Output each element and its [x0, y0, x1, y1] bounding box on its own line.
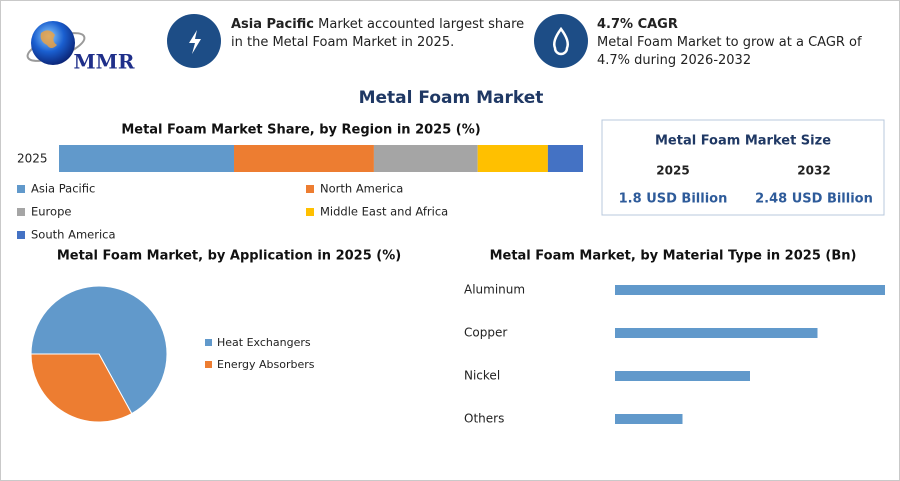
main-title: Metal Foam Market: [359, 88, 544, 108]
bar: [615, 414, 683, 424]
highlight: Asia Pacific Market accounted largest sh…: [231, 16, 531, 52]
bar: [615, 328, 818, 338]
highlight-bold: 4.7% CAGR: [597, 17, 678, 32]
legend-swatch: [17, 208, 25, 216]
bar-segment: [547, 145, 583, 172]
bar-segment: [477, 145, 548, 172]
box-title: Metal Foam Market Size: [655, 134, 831, 149]
category-label: Others: [464, 412, 504, 426]
market-size-box: Metal Foam Market Size 2025 2032 1.8 USD…: [601, 119, 885, 216]
box-year: 2032: [797, 164, 830, 178]
category-label: 2025: [17, 152, 48, 166]
highlight-bold: Asia Pacific: [231, 17, 315, 32]
chart-title: Metal Foam Market Share, by Region in 20…: [121, 123, 480, 138]
legend-swatch: [306, 185, 314, 193]
chart-title: Metal Foam Market, by Material Type in 2…: [490, 249, 857, 264]
legend-label: Middle East and Africa: [320, 205, 448, 219]
legend-label: North America: [320, 182, 403, 196]
logo: MMR: [26, 21, 135, 74]
highlight: 4.7% CAGR Metal Foam Market to grow at a …: [597, 16, 892, 70]
legend-label: South America: [31, 228, 116, 242]
icon-drop: [534, 14, 588, 68]
legend-swatch: [306, 208, 314, 216]
box-value: 2.48 USD Billion: [755, 192, 873, 207]
legend-label: Europe: [31, 205, 71, 219]
bar-segment: [59, 145, 235, 172]
legend-label: Heat Exchangers: [217, 336, 311, 349]
bar: [615, 371, 750, 381]
box-value: 1.8 USD Billion: [619, 192, 728, 207]
legend-swatch: [17, 185, 25, 193]
highlight-text: Market accounted largest share in the Me…: [231, 17, 525, 50]
box-year: 2025: [656, 164, 689, 178]
bar-segment: [373, 145, 478, 172]
bar-segment: [234, 145, 374, 172]
category-label: Copper: [464, 326, 507, 340]
chart-title: Metal Foam Market, by Application in 202…: [57, 249, 401, 264]
pie-slice: [30, 285, 168, 415]
legend-swatch: [205, 361, 212, 368]
pie-slice: [30, 353, 133, 423]
legend-label: Asia Pacific: [31, 182, 95, 196]
legend-swatch: [205, 339, 212, 346]
category-label: Aluminum: [464, 283, 525, 297]
legend-label: Energy Absorbers: [217, 358, 315, 371]
logo-text: MMR: [74, 50, 135, 74]
icon-bolt: [167, 14, 221, 68]
legend-swatch: [17, 231, 25, 239]
bar: [615, 285, 885, 295]
category-label: Nickel: [464, 369, 500, 383]
highlight-text: Metal Foam Market to grow at a CAGR of 4…: [597, 35, 862, 68]
